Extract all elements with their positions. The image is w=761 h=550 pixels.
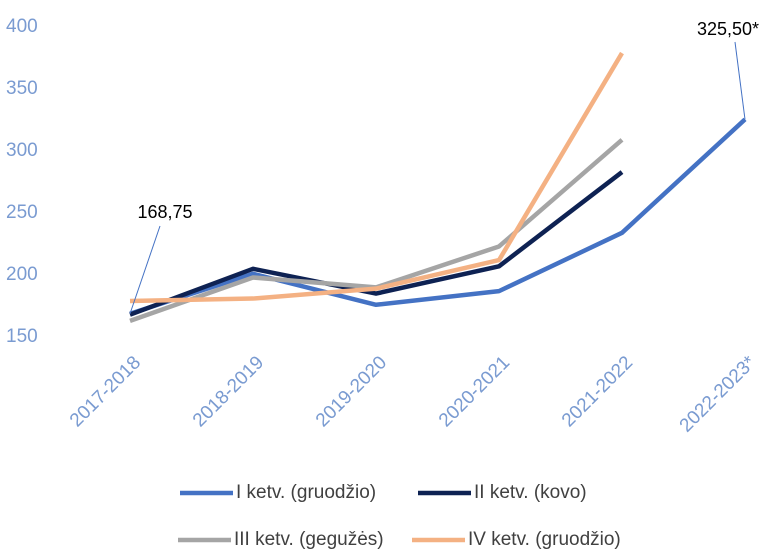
leader-line xyxy=(129,225,161,314)
y-tick-label: 150 xyxy=(6,326,38,347)
x-tick-label: 2019-2020 xyxy=(312,352,391,431)
x-tick-label: 2018-2019 xyxy=(189,352,268,431)
series-line xyxy=(129,170,624,317)
series-line xyxy=(129,117,747,316)
series-line xyxy=(129,51,624,304)
y-tick-label: 400 xyxy=(6,16,38,37)
x-tick-label: 2020-2021 xyxy=(435,352,514,431)
y-tick-label: 300 xyxy=(6,140,38,161)
x-tick-label: 2022-2023* xyxy=(676,352,761,437)
y-tick-label: 350 xyxy=(6,78,38,99)
x-tick-label: 2017-2018 xyxy=(66,352,145,431)
legend-label: III ketv. (gegužės) xyxy=(234,529,384,550)
x-tick-label: 2021-2022 xyxy=(558,352,637,431)
legend-label: II ketv. (kovo) xyxy=(474,482,587,503)
legend-label: IV ketv. (gruodžio) xyxy=(468,529,621,550)
y-tick-label: 200 xyxy=(6,264,38,285)
data-label: 168,75 xyxy=(137,202,192,222)
y-tick-label: 250 xyxy=(6,202,38,223)
leader-line xyxy=(734,41,746,120)
data-label: 325,50* xyxy=(697,19,759,39)
legend-label: I ketv. (gruodžio) xyxy=(236,482,376,503)
